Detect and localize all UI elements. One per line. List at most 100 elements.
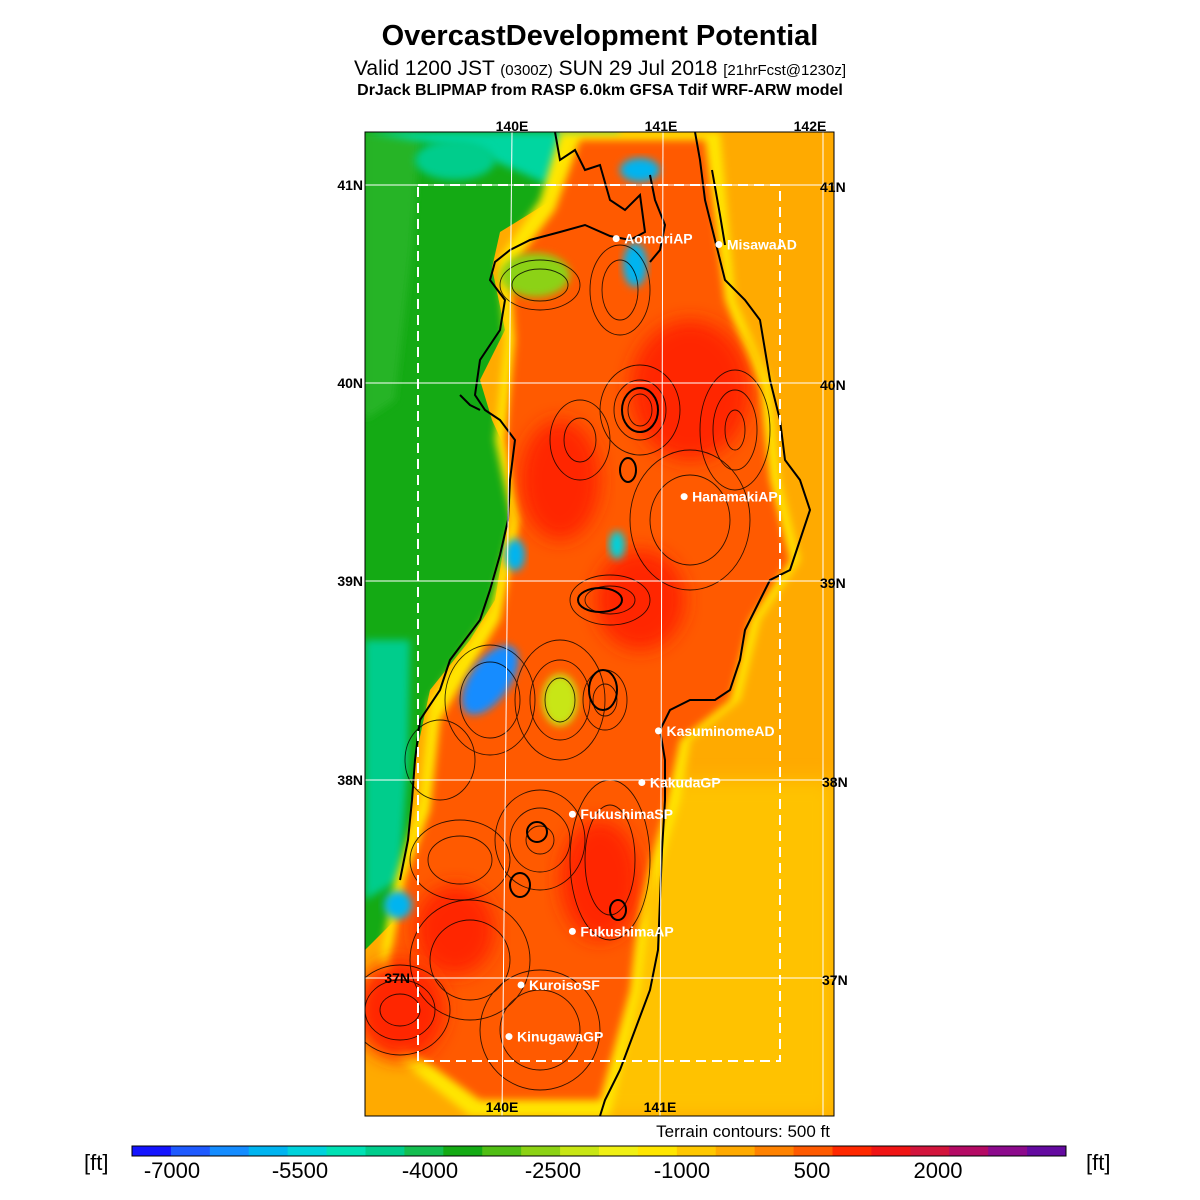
colorbar-swatch	[287, 1146, 328, 1156]
colorbar-swatch	[637, 1146, 678, 1156]
lon-label-top: 140E	[496, 118, 529, 134]
station-label: KakudaGP	[650, 774, 721, 790]
terrain-contours	[365, 244, 771, 1091]
map-field: AomoriAP MisawaAD HanamakiAP KasuminomeAD Ka…	[365, 132, 834, 1116]
station-label: FukushimaAP	[580, 923, 673, 939]
cyan-patch-aomori	[623, 243, 647, 287]
lon-label-bottom: 141E	[644, 1099, 677, 1115]
map-title: OvercastDevelopment Potential	[381, 20, 819, 52]
contour-note: Terrain contours: 500 ft	[656, 1122, 830, 1141]
lat-label-left: 38N	[337, 772, 363, 788]
lat-label-left: 41N	[337, 177, 363, 193]
cyan-patch-strait	[620, 158, 660, 182]
station-dot	[680, 493, 688, 501]
colorbar-swatch	[443, 1146, 483, 1156]
station-label: HanamakiAP	[692, 489, 778, 505]
terrain-contours-major	[509, 387, 659, 921]
valid-date: SUN 29 Jul 2018	[558, 57, 718, 80]
colorbar-swatch	[715, 1146, 756, 1156]
red-core-akita	[520, 420, 600, 540]
colorbar-swatch	[560, 1146, 600, 1156]
red-core-far-southwest	[365, 960, 445, 1060]
lat-label-left: 39N	[337, 573, 363, 589]
western-sea-field	[365, 132, 560, 950]
station-dot	[654, 727, 662, 735]
colorbar-swatch	[326, 1146, 366, 1156]
colorbar-unit-left: [ft]	[84, 1150, 109, 1175]
yellow-green-patch	[542, 674, 578, 726]
colorbar-swatch	[871, 1146, 911, 1156]
colorbar	[132, 1146, 1067, 1156]
lat-label-right: 38N	[822, 774, 848, 790]
station-dot	[568, 810, 576, 818]
western-sea-shade	[365, 132, 420, 420]
lon-label-bottom: 140E	[486, 1099, 519, 1115]
lat-label-left: 37N	[384, 970, 410, 986]
colorbar-swatch	[910, 1146, 950, 1156]
coastline	[399, 132, 812, 1116]
colorbar-label: -1000	[654, 1158, 710, 1183]
colorbar-label: -7000	[144, 1158, 200, 1183]
lon-label-top: 141E	[645, 118, 678, 134]
lat-label-right: 39N	[820, 575, 846, 591]
station-dot	[505, 1033, 513, 1041]
station-label: KinugawaGP	[517, 1029, 603, 1045]
station-label: MisawaAD	[727, 237, 797, 253]
colorbar-frame	[131, 1145, 1067, 1157]
station-dot	[715, 241, 723, 249]
colorbar-swatch	[832, 1146, 872, 1156]
colorbar-swatch	[248, 1146, 289, 1156]
colorbar-swatch	[676, 1146, 717, 1156]
valid-utc: (0300Z)	[500, 62, 553, 79]
station-markers: AomoriAP MisawaAD HanamakiAP KasuminomeAD Ka…	[505, 231, 797, 1045]
colorbar-swatch	[793, 1146, 833, 1156]
colorbar-label: 500	[794, 1158, 831, 1183]
station-dot	[568, 927, 576, 935]
station-label: KasuminomeAD	[666, 723, 774, 739]
colorbar-unit-right: [ft]	[1086, 1150, 1111, 1175]
red-core-fukushima	[560, 820, 640, 940]
model-line: DrJack BLIPMAP from RASP 6.0km GFSA Tdif…	[357, 82, 843, 99]
colorbar-label: 2000	[914, 1158, 963, 1183]
valid-time-line: Valid 1200 JST (0300Z) SUN 29 Jul 2018 […	[0, 57, 1200, 81]
sw-sea-teal	[365, 640, 410, 900]
lat-label-right: 41N	[820, 179, 846, 195]
cyan-patch-inland	[609, 531, 625, 559]
station-label: AomoriAP	[624, 231, 692, 247]
valid-prefix: Valid 1200 JST	[353, 57, 495, 80]
station-label: KuroisoSF	[529, 977, 600, 993]
station-dot	[517, 981, 525, 989]
colorbar-swatch	[170, 1146, 211, 1156]
red-core-southwest	[415, 885, 495, 975]
forecast-info: [21hrFcst@1230z]	[723, 62, 847, 79]
colorbar-labels: -7000 -5500 -4000 -2500 -1000 500 2000	[144, 1158, 963, 1183]
colorbar-swatch	[949, 1146, 989, 1156]
colorbar-swatch	[404, 1146, 444, 1156]
teal-patch-northwest	[415, 140, 495, 180]
colorbar-swatch	[482, 1146, 522, 1156]
colorbar-swatch	[599, 1146, 639, 1156]
colorbar-label: -5500	[272, 1158, 328, 1183]
lon-label-top: 142E	[794, 118, 827, 134]
station-label: FukushimaSP	[580, 806, 673, 822]
axis-labels: 140E 141E 142E 140E 141E 41N 40N 39N 38N…	[337, 118, 847, 1115]
red-core-north	[630, 320, 750, 460]
cyan-patch-coast	[505, 539, 525, 571]
lat-label-left: 40N	[337, 375, 363, 391]
colorbar-swatch	[209, 1146, 250, 1156]
colorbar-swatch	[754, 1146, 795, 1156]
colorbar-label: -4000	[402, 1158, 458, 1183]
colorbar-swatch	[988, 1146, 1028, 1156]
colorbar-swatch	[132, 1146, 172, 1156]
blue-patch-yamagata	[461, 645, 519, 715]
inner-domain-box	[417, 184, 781, 1062]
lat-label-right: 40N	[820, 377, 846, 393]
colorbar-label: -2500	[525, 1158, 581, 1183]
colorbar-swatch	[1027, 1146, 1067, 1156]
cyan-patch-southwest	[384, 891, 412, 919]
colorbar-swatch	[365, 1146, 405, 1156]
red-core-iwate	[595, 550, 685, 650]
colorbar-swatch	[521, 1146, 561, 1156]
map-frame	[364, 131, 835, 1117]
